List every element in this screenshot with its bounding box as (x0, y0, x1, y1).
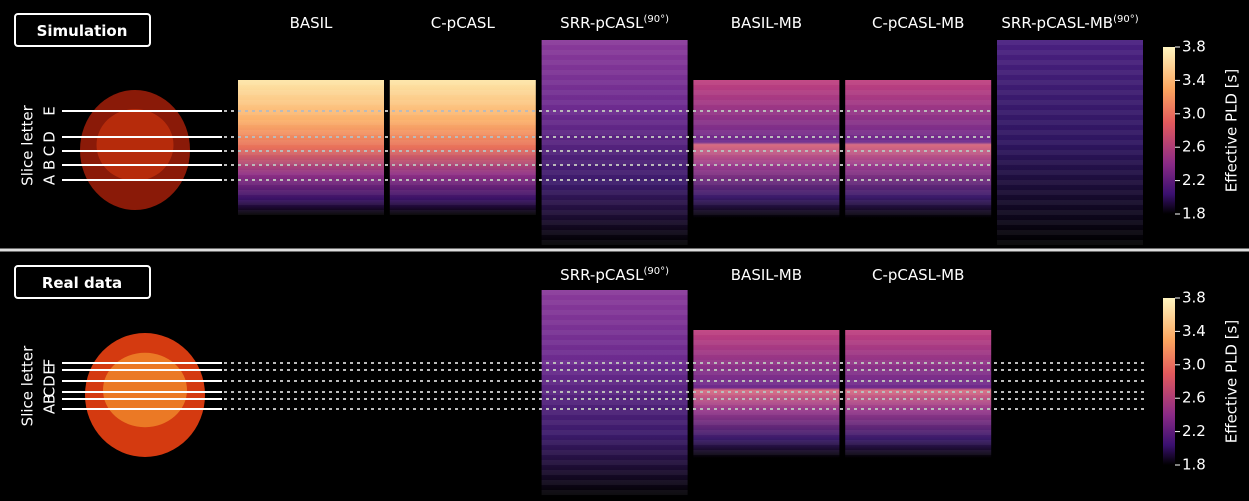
colorbar (1163, 47, 1175, 214)
column-title-text: SRR-pCASL (560, 266, 644, 284)
column-title-text: C-pCASL-MB (872, 14, 964, 32)
slice-letter: C (41, 146, 59, 156)
column-title: C-pCASL (431, 14, 496, 32)
column-title-sup: (90°) (643, 266, 669, 277)
slice-letter: D (41, 131, 59, 143)
slice-letter: E (41, 106, 59, 115)
column-title-text: C-pCASL (431, 14, 496, 32)
column-title-text: C-pCASL-MB (872, 266, 964, 284)
column-title-text: SRR-pCASL-MB (1001, 14, 1113, 32)
colorbar-tick-label: 3.4 (1182, 322, 1206, 340)
slice-letter: D (41, 375, 59, 387)
pld-map-stripes (238, 80, 384, 215)
panel-label: Simulation (37, 22, 128, 40)
column-title: SRR-pCASL-MB(90°) (1001, 14, 1138, 32)
figure: SimulationBASILC-pCASLSRR-pCASL(90°)BASI… (0, 0, 1249, 501)
column-title-text: BASIL-MB (731, 266, 802, 284)
pld-map-stripes (845, 330, 991, 458)
column-title: C-pCASL-MB (872, 266, 964, 284)
column-title-sup: (90°) (1113, 14, 1139, 25)
colorbar-tick-label: 3.0 (1182, 355, 1206, 373)
colorbar-tick-label: 2.2 (1182, 422, 1206, 440)
colorbar-label: Effective PLD [s] (1223, 320, 1241, 443)
brain-image (97, 109, 174, 181)
column-title: BASIL-MB (731, 266, 802, 284)
pld-map-stripes (390, 80, 536, 215)
column-title-text: BASIL (290, 14, 333, 32)
axis-label: Slice letter (19, 104, 37, 185)
pld-map-stripes (693, 330, 839, 458)
colorbar-tick-label: 1.8 (1182, 456, 1206, 474)
slice-letter: C (41, 387, 59, 397)
column-title: SRR-pCASL(90°) (560, 14, 669, 32)
colorbar-label: Effective PLD [s] (1223, 69, 1241, 192)
pld-map-stripes (542, 40, 688, 245)
slice-letter: B (41, 160, 59, 170)
colorbar-tick-label: 2.6 (1182, 389, 1206, 407)
colorbar-tick-label: 2.2 (1182, 171, 1206, 189)
column-title-sup: (90°) (643, 14, 669, 25)
colorbar-tick-label: 3.8 (1182, 38, 1206, 56)
column-title-text: SRR-pCASL (560, 14, 644, 32)
column-title: BASIL (290, 14, 333, 32)
colorbar-tick-label: 3.0 (1182, 104, 1206, 122)
column-title: C-pCASL-MB (872, 14, 964, 32)
panel-label: Real data (42, 274, 122, 292)
pld-map-stripes (845, 80, 991, 218)
colorbar (1163, 298, 1175, 465)
column-title: SRR-pCASL(90°) (560, 266, 669, 284)
colorbar-tick-label: 3.4 (1182, 71, 1206, 89)
axis-label: Slice letter (19, 345, 37, 426)
pld-map-stripes (542, 290, 688, 497)
column-title: BASIL-MB (731, 14, 802, 32)
colorbar-tick-label: 1.8 (1182, 205, 1206, 223)
pld-map-stripes (693, 80, 839, 218)
column-title-text: BASIL-MB (731, 14, 802, 32)
slice-letter: F (41, 359, 59, 368)
colorbar-tick-label: 3.8 (1182, 289, 1206, 307)
slice-letter: A (41, 174, 59, 185)
pld-map-stripes (997, 40, 1143, 245)
colorbar-tick-label: 2.6 (1182, 138, 1206, 156)
